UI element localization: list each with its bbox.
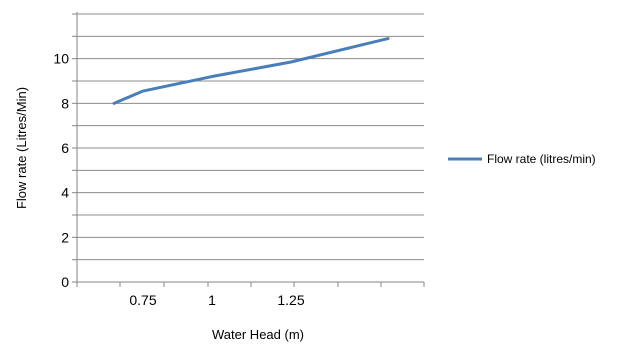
x-tick-label: 1.25: [277, 292, 304, 308]
series-layer: [112, 37, 390, 105]
axes: [76, 12, 424, 283]
tick-marks: [72, 13, 425, 287]
legend-label: Flow rate (litres/min): [487, 152, 596, 166]
y-tick-label: 4: [61, 185, 69, 201]
series-line: [112, 37, 390, 105]
legend: Flow rate (litres/min): [448, 152, 596, 166]
y-tick-label: 0: [61, 274, 69, 290]
x-tick-label: 0.75: [129, 292, 156, 308]
gridlines: [77, 13, 424, 261]
y-tick-label: 6: [61, 140, 69, 156]
y-axis-title: Flow rate (Litres/Min): [14, 87, 29, 209]
x-tick-labels: 0.75 1 1.25: [129, 292, 304, 308]
y-tick-label: 8: [61, 95, 69, 111]
y-tick-labels: 0 2 4 6 8 10: [53, 51, 69, 290]
x-axis-title: Water Head (m): [212, 327, 304, 342]
y-tick-label: 10: [53, 51, 69, 67]
x-tick-label: 1: [208, 292, 216, 308]
y-tick-label: 2: [61, 229, 69, 245]
